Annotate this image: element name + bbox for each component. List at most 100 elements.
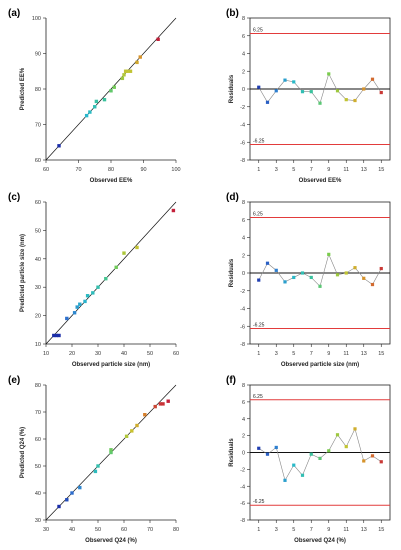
data-point [65, 316, 69, 321]
data-point [88, 110, 92, 114]
residual-point [335, 433, 340, 437]
x-axis-title: Observed particle size (nm) [72, 362, 150, 368]
x-tick-label: 9 [327, 527, 330, 533]
x-tick-label: 70 [147, 527, 153, 533]
x-tick-label: 5 [292, 351, 295, 357]
x-tick-label: 60 [173, 351, 179, 357]
y-tick-label: -2 [240, 289, 245, 295]
x-tick-label: 11 [343, 527, 349, 533]
x-tick-label: 5 [292, 167, 295, 173]
y-tick-label: 70 [35, 123, 41, 129]
residual-point [292, 275, 296, 280]
x-axis-title: Observed EE% [90, 178, 133, 184]
y-tick-label: -6 [240, 140, 245, 146]
residual-point [353, 98, 357, 103]
y-tick-label: 80 [35, 383, 41, 389]
x-tick-label: 7 [310, 527, 313, 533]
y-tick-label: -6 [240, 501, 245, 507]
x-tick-label: 20 [69, 351, 75, 357]
limit-label: 6.25 [253, 394, 263, 400]
y-tick-label: 50 [35, 228, 41, 234]
y-axis-title: Residuals [229, 74, 235, 103]
x-tick-label: 80 [108, 167, 114, 173]
residual-point [335, 89, 340, 93]
residual-point [265, 261, 270, 265]
y-tick-label: 6 [242, 400, 245, 406]
x-tick-label: 5 [292, 527, 295, 533]
data-point [128, 69, 133, 73]
limit-label: -6.25 [253, 322, 265, 328]
y-tick-label: -8 [240, 158, 245, 164]
x-tick-label: 7 [310, 167, 313, 173]
y-tick-label: 6 [242, 218, 245, 224]
data-point [78, 302, 82, 306]
x-tick-label: 3 [275, 167, 278, 173]
y-tick-label: -4 [240, 484, 245, 490]
panel-label: (f) [226, 375, 236, 386]
data-point [171, 208, 176, 213]
data-point [93, 469, 98, 474]
data-point [54, 333, 59, 338]
data-point [156, 37, 160, 41]
data-point [78, 485, 82, 490]
x-tick-label: 13 [361, 351, 367, 357]
x-tick-label: 9 [327, 351, 330, 357]
x-tick-label: 60 [43, 167, 49, 173]
y-axis-title: Predicted EE% [20, 67, 26, 110]
residual-point [362, 459, 366, 463]
residual-point [379, 266, 383, 271]
residual-point [283, 280, 287, 284]
data-point [153, 404, 157, 409]
data-point [122, 73, 126, 77]
y-tick-label: 4 [242, 417, 245, 423]
x-tick-label: 11 [343, 167, 349, 173]
y-tick-label: 50 [35, 464, 41, 470]
y-axis-title: Residuals [229, 258, 235, 287]
panel-a: (a) 60 70 80 90 100 60 70 80 90 100 Observed EE% Pre… [8, 8, 181, 184]
panel-c: (c) 10 20 30 40 50 60 10 20 30 40 50 60 Observed part… [8, 192, 179, 368]
x-axis-title: Observed particle size (nm) [281, 362, 359, 368]
x-tick-label: 13 [361, 167, 367, 173]
y-tick-label: 0 [242, 451, 245, 457]
data-point [96, 285, 100, 289]
residual-point [353, 427, 357, 431]
y-tick-label: 2 [242, 253, 245, 259]
x-tick-label: 50 [95, 527, 101, 533]
data-point [135, 60, 139, 65]
x-tick-label: 15 [378, 527, 384, 533]
limit-label: -6.25 [253, 499, 265, 505]
x-axis-title: Observed Q24 (%) [85, 538, 137, 544]
y-tick-label: 10 [35, 342, 41, 348]
residual-point [362, 87, 366, 91]
residual-point [309, 90, 313, 94]
y-tick-label: 90 [35, 52, 41, 58]
x-tick-label: 40 [121, 351, 127, 357]
data-point [135, 423, 139, 428]
residual-point [300, 473, 305, 477]
residual-point [283, 478, 287, 482]
data-point [135, 245, 139, 250]
limit-label: 6.25 [253, 212, 263, 218]
data-point [57, 144, 61, 148]
residual-point [370, 282, 375, 287]
x-tick-label: 100 [171, 167, 180, 173]
residual-point [370, 454, 375, 458]
panel-label: (a) [8, 8, 20, 19]
y-tick-label: -2 [240, 467, 245, 473]
x-tick-label: 1 [257, 167, 260, 173]
residual-point [344, 444, 348, 449]
x-tick-label: 80 [173, 527, 179, 533]
y-tick-label: 30 [35, 518, 41, 524]
residual-point [327, 252, 331, 256]
y-axis-title: Predicted Q24 (%) [20, 427, 26, 478]
data-point [96, 464, 100, 468]
residual-point [370, 77, 375, 81]
y-tick-label: 60 [35, 437, 41, 443]
data-point [120, 76, 125, 81]
x-tick-label: 50 [147, 351, 153, 357]
limit-label: 6.25 [253, 28, 263, 34]
data-point [114, 265, 118, 270]
